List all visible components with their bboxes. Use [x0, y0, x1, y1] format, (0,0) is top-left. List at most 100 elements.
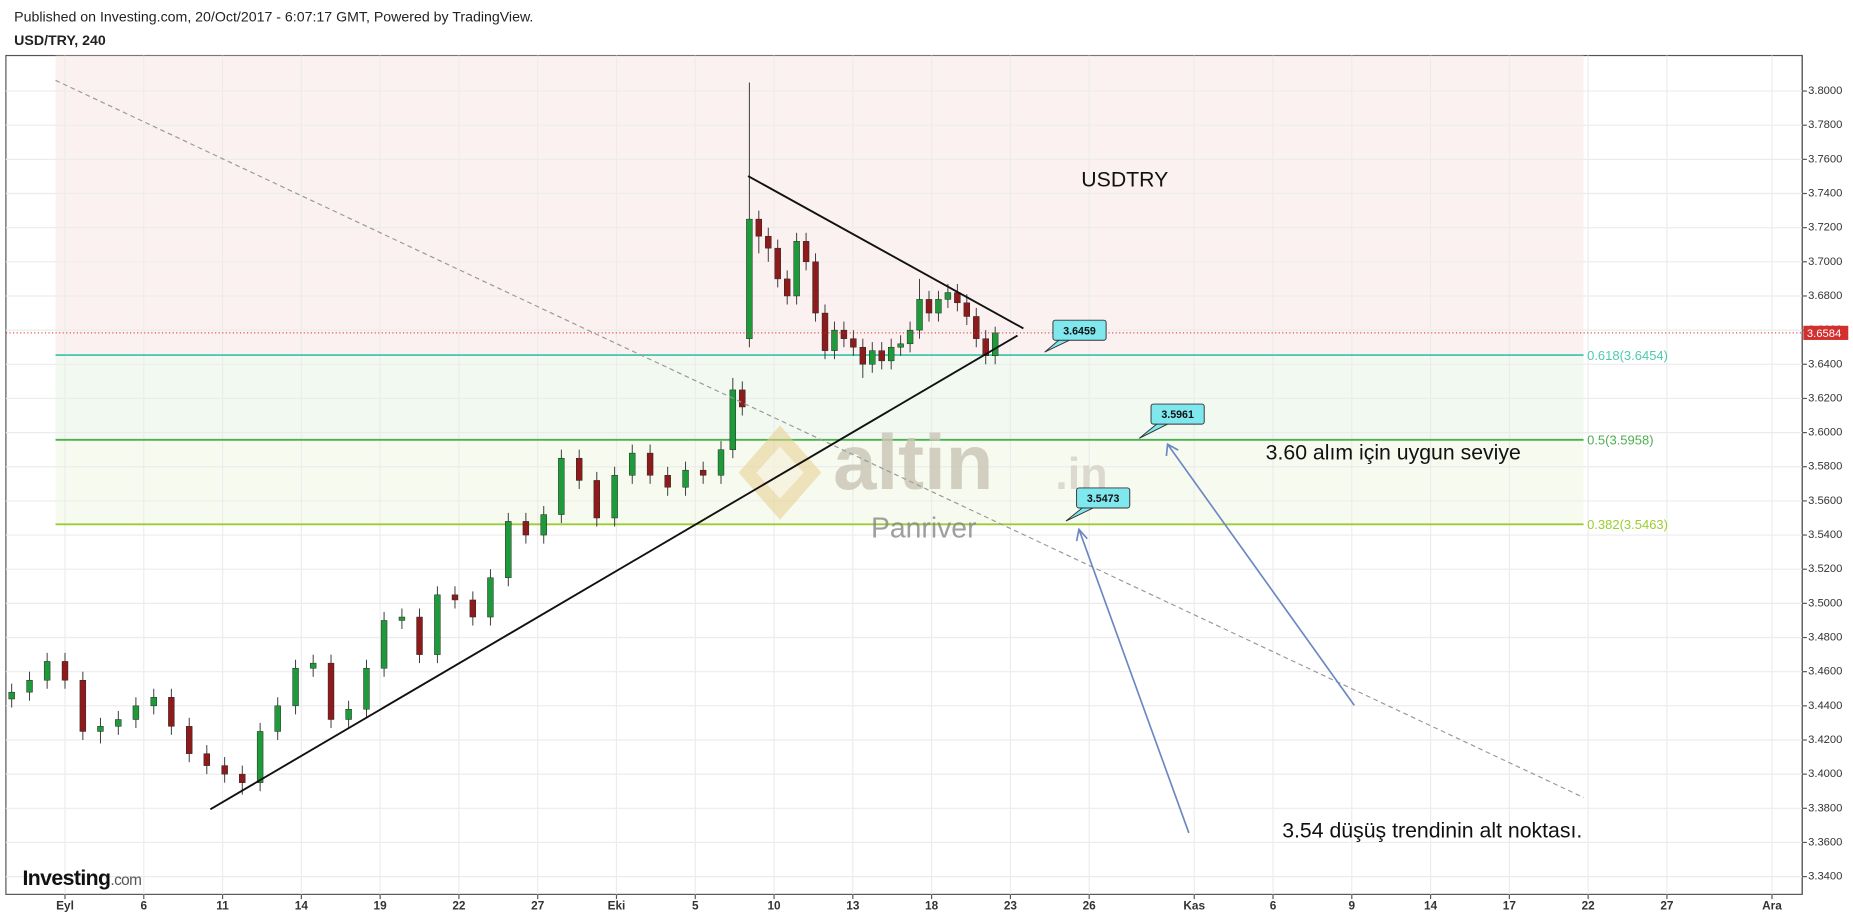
annotation: 3.60 alım için uygun seviye [1266, 441, 1521, 465]
y-tick-label: 3.5800 [1808, 461, 1842, 473]
candle-body [935, 299, 942, 314]
candle-body [783, 278, 791, 297]
candle-body [451, 594, 459, 601]
candle-body [991, 332, 999, 356]
candle-body [963, 302, 971, 317]
fib-zone [55, 355, 1584, 440]
y-tick-label: 3.3600 [1808, 836, 1842, 848]
candle-body [925, 299, 933, 314]
candle-body [793, 241, 800, 297]
candle-body [434, 594, 441, 655]
y-tick-label: 3.6000 [1808, 427, 1842, 439]
candle-body [812, 261, 819, 314]
candle-body [629, 452, 636, 476]
candle-body [540, 514, 547, 536]
x-tick-label: 22 [452, 899, 466, 913]
candle-body [469, 599, 477, 618]
candle-body [221, 765, 228, 775]
candle-body [664, 475, 671, 488]
candle-body [26, 679, 33, 693]
fib-zone [55, 439, 1584, 525]
y-tick-label: 3.3800 [1808, 802, 1842, 814]
candle-body [168, 697, 175, 727]
y-tick-label: 3.8000 [1808, 85, 1842, 97]
arrow-head [1165, 442, 1179, 457]
candle-body [292, 668, 299, 707]
callout-label: 3.6459 [1063, 325, 1096, 337]
candle-body [132, 705, 140, 720]
callout-label: 3.5961 [1161, 409, 1194, 421]
x-tick-label: 22 [1582, 899, 1596, 913]
y-tick-label: 3.5600 [1808, 495, 1842, 507]
candle-body [973, 316, 980, 339]
candle-body [345, 709, 352, 720]
callout-box [1076, 487, 1131, 509]
y-tick-label: 3.4000 [1808, 768, 1842, 780]
candle-body [97, 726, 104, 732]
x-tick-label: 27 [531, 899, 545, 913]
candle-body [916, 299, 923, 331]
candle-body [699, 469, 707, 476]
y-tick-label: 3.4600 [1808, 666, 1842, 678]
candle-body [802, 241, 810, 263]
callout-box [1150, 403, 1205, 425]
candle-body [755, 218, 763, 237]
candle-body [611, 475, 618, 519]
candle-body [593, 480, 600, 519]
candle-body [906, 329, 914, 345]
y-tick-label: 3.3400 [1808, 871, 1842, 883]
annotation: 3.54 düşüş trendinin alt noktası. [1282, 819, 1582, 843]
candle-body [558, 457, 565, 515]
x-tick-label: 14 [1424, 899, 1438, 913]
y-tick-label: 3.4200 [1808, 734, 1842, 746]
arrow [1166, 443, 1355, 706]
logo-name: Investing [22, 866, 110, 890]
callout-label: 3.5473 [1087, 493, 1120, 505]
x-tick-label: 14 [295, 899, 309, 913]
y-tick-label: 3.6400 [1808, 358, 1842, 370]
candle-body [380, 620, 388, 669]
x-tick-label: Eyl [56, 899, 74, 913]
y-tick-label: 3.4800 [1808, 631, 1842, 643]
candle-body [487, 577, 494, 618]
x-tick-label: 5 [692, 899, 699, 913]
x-tick-label: 26 [1083, 899, 1097, 913]
x-tick-label: Kas [1183, 899, 1205, 913]
watermark: altin .in Panriver [738, 418, 1108, 545]
x-tick-label: 9 [1349, 899, 1356, 913]
candle-body [765, 235, 772, 249]
x-tick-label: Eki [608, 899, 626, 913]
candle-body [363, 668, 370, 710]
candle-body [79, 679, 87, 732]
y-tick-label: 3.6200 [1808, 392, 1842, 404]
x-tick-label: 19 [374, 899, 388, 913]
watermark-sub: Panriver [871, 513, 977, 545]
candle-body [840, 329, 848, 339]
y-tick-label: 3.7200 [1808, 222, 1842, 234]
candle-body [746, 218, 753, 339]
candle-body [774, 247, 781, 280]
y-tick-label: 3.6800 [1808, 290, 1842, 302]
candle-body [729, 389, 737, 450]
chart-body: 3.3400 3.3600 3.3800 3.4000 3.4200 3.4400 3.46… [5, 55, 1849, 913]
candle-body [887, 346, 895, 362]
watermark-icon-inner [756, 446, 804, 499]
candle-body [739, 389, 746, 408]
y-tick-label: 3.4400 [1808, 700, 1842, 712]
candle-body [831, 329, 838, 351]
fib-label: 0.382(3.5463) [1587, 517, 1668, 532]
candle-body [682, 469, 689, 488]
x-tick-label: 18 [925, 899, 939, 913]
candle-body [115, 719, 122, 727]
y-tick-label: 3.5400 [1808, 529, 1842, 541]
callout-box [1052, 319, 1107, 341]
fib-label: 0.5(3.5958) [1587, 432, 1653, 447]
last-price-box [1803, 325, 1849, 340]
fib-label: 0.618(3.6454) [1587, 348, 1668, 363]
candle-body [982, 338, 989, 356]
candle-body [859, 346, 867, 365]
candle-body [821, 312, 829, 351]
symbol-title: USD/TRY, 240 [14, 33, 106, 49]
y-tick-label: 3.7800 [1808, 119, 1842, 131]
y-tick-label: 3.5200 [1808, 563, 1842, 575]
